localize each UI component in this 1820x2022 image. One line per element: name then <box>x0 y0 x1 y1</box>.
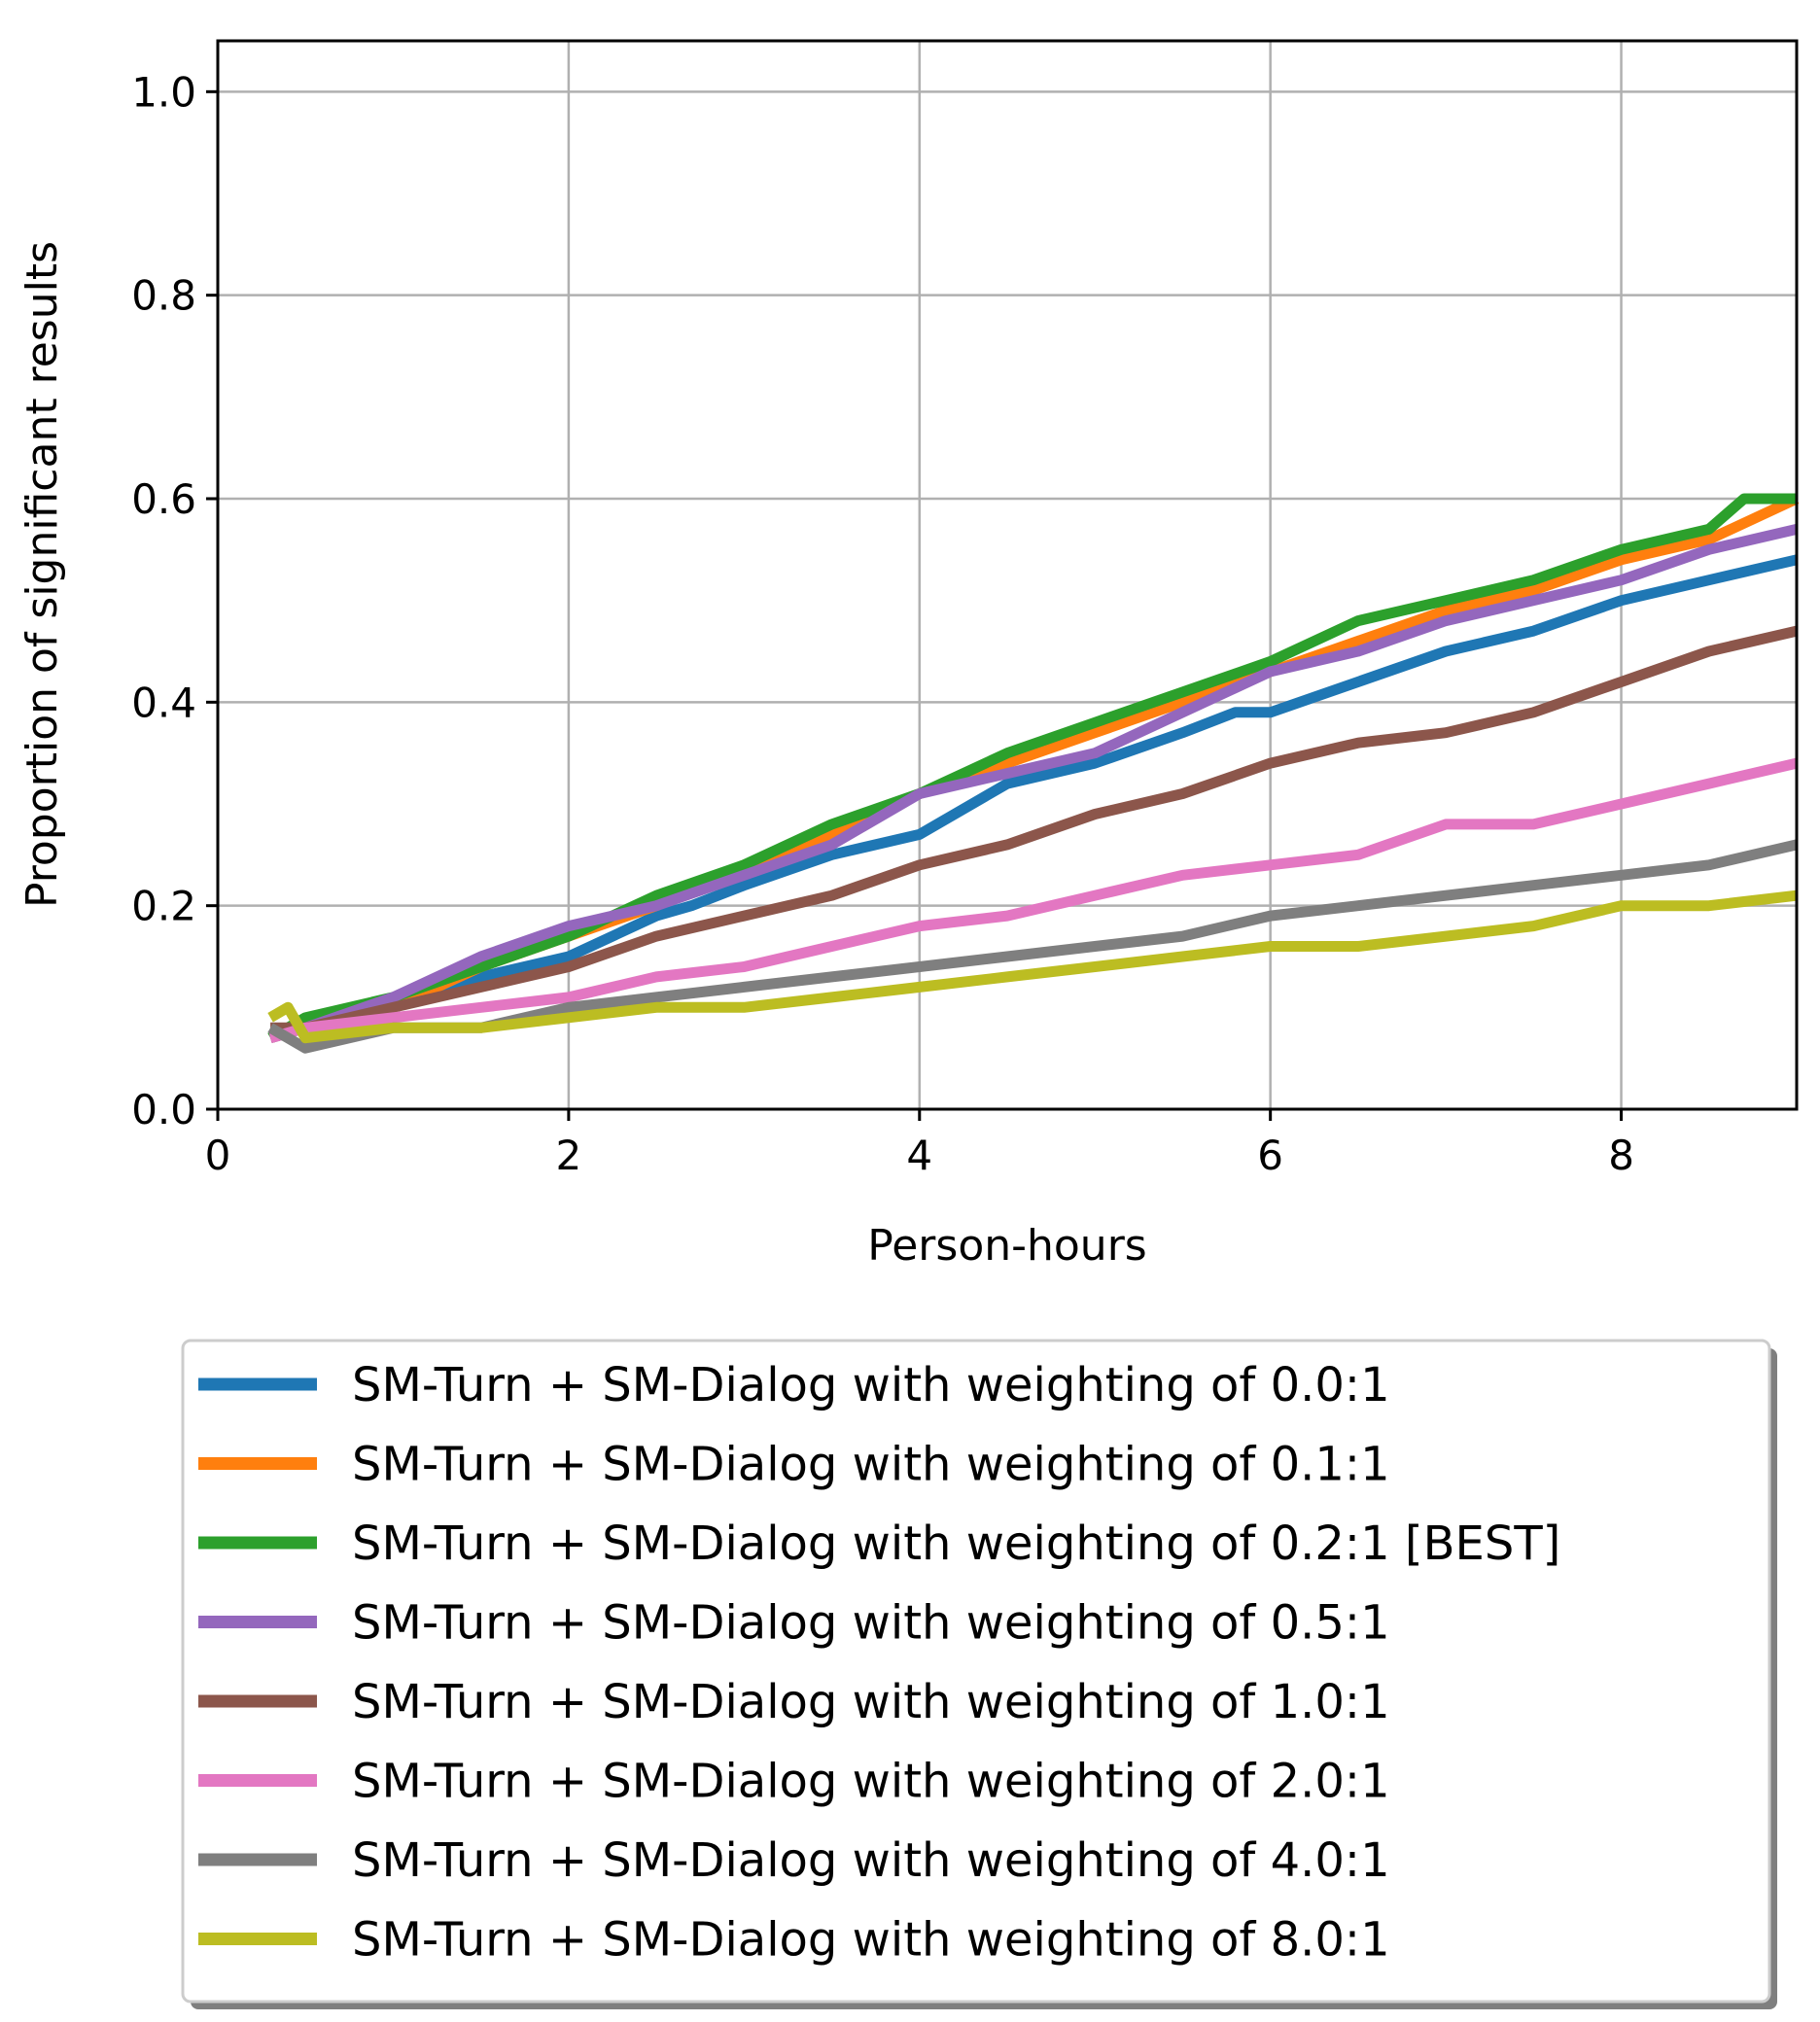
plot-frame <box>216 39 1799 1111</box>
x-tick-label: 4 <box>906 1132 932 1179</box>
x-tick-label: 0 <box>205 1132 231 1179</box>
x-tick-label: 2 <box>556 1132 582 1179</box>
y-tick-label: 0.0 <box>131 1086 196 1133</box>
series-line-0 <box>268 554 1799 1043</box>
legend: SM-Turn + SM-Dialog with weighting of 0.… <box>181 1339 1777 2009</box>
legend-items: SM-Turn + SM-Dialog with weighting of 0.… <box>198 1358 1560 1968</box>
x-tick-label: 8 <box>1608 1132 1634 1179</box>
legend-label-5: SM-Turn + SM-Dialog with weighting of 2.… <box>352 1755 1390 1809</box>
series-line-3 <box>268 524 1799 1043</box>
y-tick-label: 0.4 <box>131 679 196 726</box>
y-tick-label: 0.2 <box>131 883 196 930</box>
legend-label-3: SM-Turn + SM-Dialog with weighting of 0.… <box>352 1596 1390 1651</box>
x-tick-label: 6 <box>1257 1132 1283 1179</box>
legend-label-0: SM-Turn + SM-Dialog with weighting of 0.… <box>352 1358 1390 1412</box>
legend-label-6: SM-Turn + SM-Dialog with weighting of 4.… <box>352 1833 1390 1888</box>
series-line-4 <box>270 625 1799 1033</box>
y-tick-label: 0.8 <box>131 272 196 320</box>
series-line-7 <box>267 889 1798 1044</box>
legend-label-7: SM-Turn + SM-Dialog with weighting of 8.… <box>352 1913 1390 1968</box>
series-line-2 <box>267 493 1797 1043</box>
y-tick-label: 1.0 <box>131 68 196 116</box>
series-line-5 <box>268 757 1799 1043</box>
y-axis-ticks: 0.0 0.2 0.4 0.6 0.8 1.0 <box>131 68 218 1133</box>
y-tick-label: 0.6 <box>131 475 196 523</box>
y-axis-title: Proportion of significant results <box>18 241 67 908</box>
x-axis-ticks: 0 2 4 6 8 <box>205 1109 1634 1179</box>
series-lines <box>267 493 1800 1054</box>
legend-label-4: SM-Turn + SM-Dialog with weighting of 1.… <box>352 1675 1390 1729</box>
x-axis-title: Person-hours <box>867 1221 1146 1271</box>
legend-label-1: SM-Turn + SM-Dialog with weighting of 0.… <box>352 1438 1390 1492</box>
legend-label-2: SM-Turn + SM-Dialog with weighting of 0.… <box>352 1516 1560 1571</box>
legend-box <box>181 1339 1771 2004</box>
